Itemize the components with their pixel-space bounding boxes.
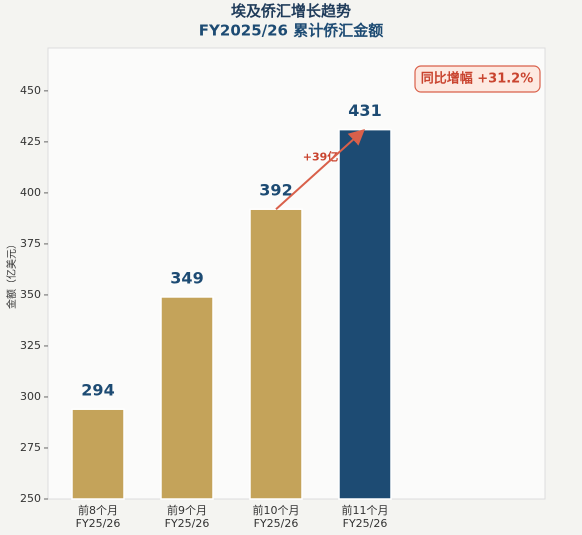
x-tick-label: 前10个月 FY25/26 [252,504,300,530]
yoy-annotation: 同比增幅 +31.2% [421,71,534,87]
x-tick-label: 前8个月 FY25/26 [75,504,121,530]
chart-subtitle: FY2025/26 累计侨汇金额 [199,22,383,40]
y-axis-label: 金额（亿美元） [5,239,18,309]
y-tick-label: 250 [20,492,41,505]
y-tick-label: 350 [20,288,41,301]
value-label: 349 [170,268,203,287]
y-tick-label: 300 [20,390,41,403]
bar [160,296,214,500]
growth-arrow [275,128,365,210]
bar [338,128,392,500]
bar [71,408,125,500]
yoy-box [414,65,541,93]
y-tick-label: 400 [20,186,41,199]
value-label: 392 [259,181,292,200]
y-tick-label: 375 [20,237,41,250]
bar [249,208,303,500]
growth-annotation: +39亿 [303,149,339,163]
value-label: 431 [348,101,381,120]
y-tick-label: 275 [20,441,41,454]
chart-title: 埃及侨汇增长趋势 [231,2,351,20]
x-tick-label: 前9个月 FY25/26 [164,504,210,530]
y-tick-label: 450 [20,84,41,97]
x-tick-label: 前11个月 FY25/26 [341,504,389,530]
y-tick-label: 325 [20,339,41,352]
y-tick-label: 425 [20,135,41,148]
value-label: 294 [81,381,114,400]
